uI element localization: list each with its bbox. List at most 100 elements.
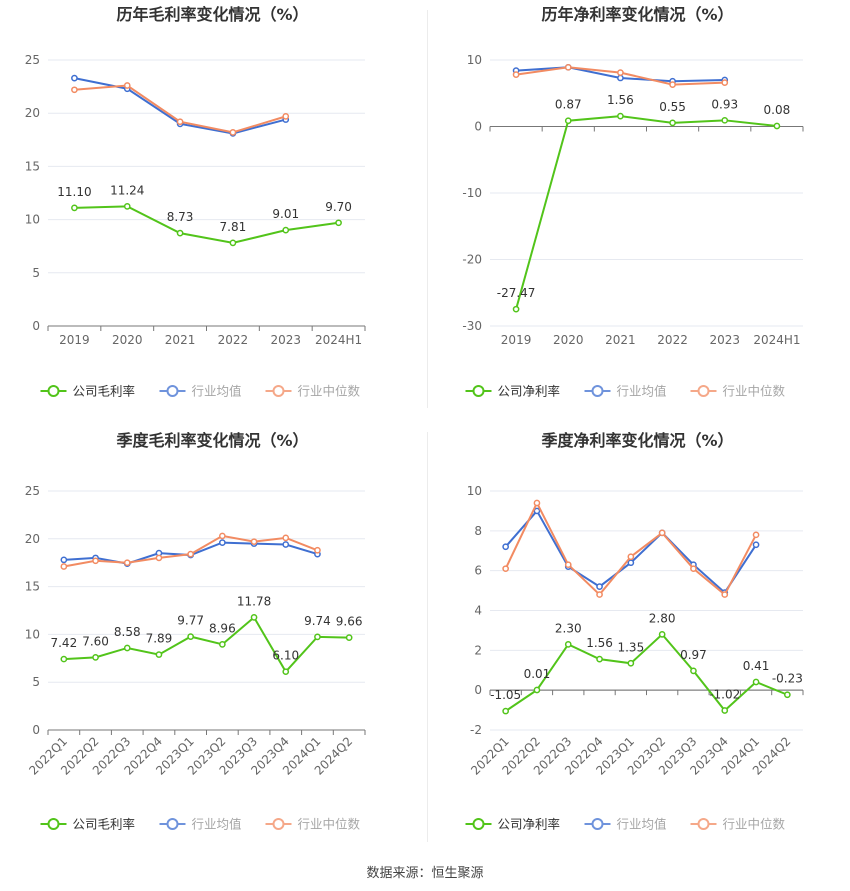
y-tick-label: 20 bbox=[25, 106, 40, 120]
data-point-industry_median bbox=[669, 81, 676, 88]
data-point-industry_median bbox=[187, 550, 194, 558]
data-label: 8.96 bbox=[209, 621, 236, 635]
series-line-company bbox=[63, 615, 350, 674]
series-industry_median bbox=[60, 532, 321, 570]
data-point-company bbox=[187, 633, 194, 640]
data-label: 8.58 bbox=[114, 625, 141, 639]
x-tick-label: 2019 bbox=[501, 333, 532, 347]
data-point-company bbox=[669, 119, 676, 127]
quarterly-net-margin-chart: 季度净利率变化情况（%）-202468102022Q12022Q22022Q32… bbox=[465, 431, 804, 832]
y-tick-label: 10 bbox=[25, 627, 40, 641]
data-point-company bbox=[627, 659, 635, 667]
legend-marker-icon bbox=[697, 385, 710, 397]
legend-label: 行业均值 bbox=[617, 817, 667, 832]
data-point-industry_median bbox=[596, 591, 603, 598]
series-industry_avg bbox=[502, 507, 760, 596]
data-label: 0.93 bbox=[711, 97, 738, 111]
data-point-company bbox=[123, 644, 131, 652]
data-label: 9.77 bbox=[177, 614, 204, 628]
data-point-industry_median bbox=[282, 534, 290, 542]
data-point-company bbox=[784, 691, 791, 699]
data-point-company bbox=[282, 226, 290, 234]
data-point-industry_median bbox=[690, 565, 697, 573]
legend-item-company: 公司净利率 bbox=[465, 384, 560, 399]
legend-marker-icon bbox=[166, 818, 179, 830]
chart-title: 季度毛利率变化情况（%） bbox=[115, 431, 308, 450]
data-point-company bbox=[752, 678, 760, 686]
data-label: 8.73 bbox=[167, 210, 194, 224]
legend-marker-icon bbox=[591, 385, 604, 397]
y-tick-label: 0 bbox=[32, 723, 40, 737]
x-tick-label: 2019 bbox=[59, 333, 90, 347]
data-label: -0.23 bbox=[772, 672, 803, 686]
data-label: 0.01 bbox=[524, 667, 551, 681]
legend-item-industry_avg: 行业均值 bbox=[159, 817, 242, 832]
series-line-industry_avg bbox=[504, 509, 757, 595]
data-point-industry_median bbox=[60, 563, 68, 570]
y-tick-label: 5 bbox=[32, 266, 40, 280]
x-tick-label: 2022 bbox=[218, 333, 249, 347]
legend-item-company: 公司毛利率 bbox=[40, 384, 135, 399]
x-tick-label: 2024H1 bbox=[753, 333, 800, 347]
data-point-industry_median bbox=[502, 565, 510, 573]
data-point-industry_avg bbox=[533, 507, 541, 515]
legend-item-industry_avg: 行业均值 bbox=[584, 384, 667, 399]
data-point-industry_median bbox=[123, 559, 131, 567]
data-point-company bbox=[282, 668, 290, 676]
series-line-company bbox=[505, 632, 788, 712]
data-point-company bbox=[155, 651, 163, 658]
x-tick-label: 2022 bbox=[657, 333, 688, 347]
y-tick-label: 4 bbox=[474, 604, 482, 618]
data-point-industry_median bbox=[617, 69, 624, 76]
data-label: 9.01 bbox=[272, 207, 299, 221]
y-tick-label: 10 bbox=[467, 53, 482, 67]
y-tick-label: 15 bbox=[25, 580, 40, 594]
legend: 公司毛利率 行业均值 行业中位数 bbox=[40, 817, 361, 832]
data-point-industry_avg bbox=[282, 541, 290, 548]
data-point-company bbox=[219, 640, 226, 648]
data-point-company bbox=[617, 112, 624, 120]
legend-item-company: 公司毛利率 bbox=[40, 817, 136, 832]
data-point-company bbox=[533, 686, 541, 694]
y-tick-label: -2 bbox=[470, 723, 482, 737]
data-point-industry_median bbox=[123, 82, 131, 89]
data-point-company bbox=[721, 116, 729, 124]
legend-label: 行业均值 bbox=[192, 384, 242, 399]
y-tick-label: 0 bbox=[474, 683, 482, 697]
data-point-industry_avg bbox=[502, 543, 510, 551]
divider-top bbox=[427, 10, 428, 408]
legend-marker-icon bbox=[47, 385, 60, 397]
data-label: 11.78 bbox=[237, 594, 271, 608]
data-point-company bbox=[773, 122, 781, 130]
series-industry_median bbox=[512, 63, 729, 88]
data-point-company bbox=[721, 707, 729, 714]
y-tick-label: 25 bbox=[25, 53, 40, 67]
y-tick-label: 20 bbox=[25, 532, 40, 546]
data-label: 9.70 bbox=[325, 200, 352, 214]
annual-net-margin-chart: 历年净利率变化情况（%） -30 -20 -10 0 10 2019 2020 2021 2022… bbox=[462, 5, 804, 399]
data-point-company bbox=[658, 631, 666, 638]
data-label: 11.24 bbox=[110, 183, 144, 197]
legend-label: 公司毛利率 bbox=[73, 817, 136, 832]
data-point-industry_avg bbox=[219, 539, 226, 546]
data-point-industry_median bbox=[721, 591, 729, 598]
data-point-company bbox=[335, 219, 342, 227]
x-tick-label: 2020 bbox=[553, 333, 584, 347]
data-point-company bbox=[250, 614, 258, 621]
series-company: -27.47 0.87 1.56 0.55 0.93 0.08 bbox=[497, 93, 790, 313]
y-tick-label: 15 bbox=[25, 159, 40, 173]
legend-item-industry_median: 行业中位数 bbox=[690, 817, 786, 832]
data-point-company bbox=[502, 707, 510, 715]
legend-label: 行业均值 bbox=[617, 384, 667, 399]
y-tick-label: 2 bbox=[474, 643, 482, 657]
y-tick-label: 6 bbox=[474, 564, 482, 578]
data-point-industry_median bbox=[250, 538, 258, 546]
series-line-industry_median bbox=[504, 500, 757, 597]
data-label: 2.30 bbox=[555, 621, 582, 635]
y-tick-label: -10 bbox=[462, 186, 482, 200]
legend-item-industry_median: 行业中位数 bbox=[265, 384, 361, 399]
divider-bottom bbox=[427, 432, 428, 842]
data-label: 7.89 bbox=[146, 632, 173, 646]
legend-item-industry_median: 行业中位数 bbox=[265, 817, 361, 832]
